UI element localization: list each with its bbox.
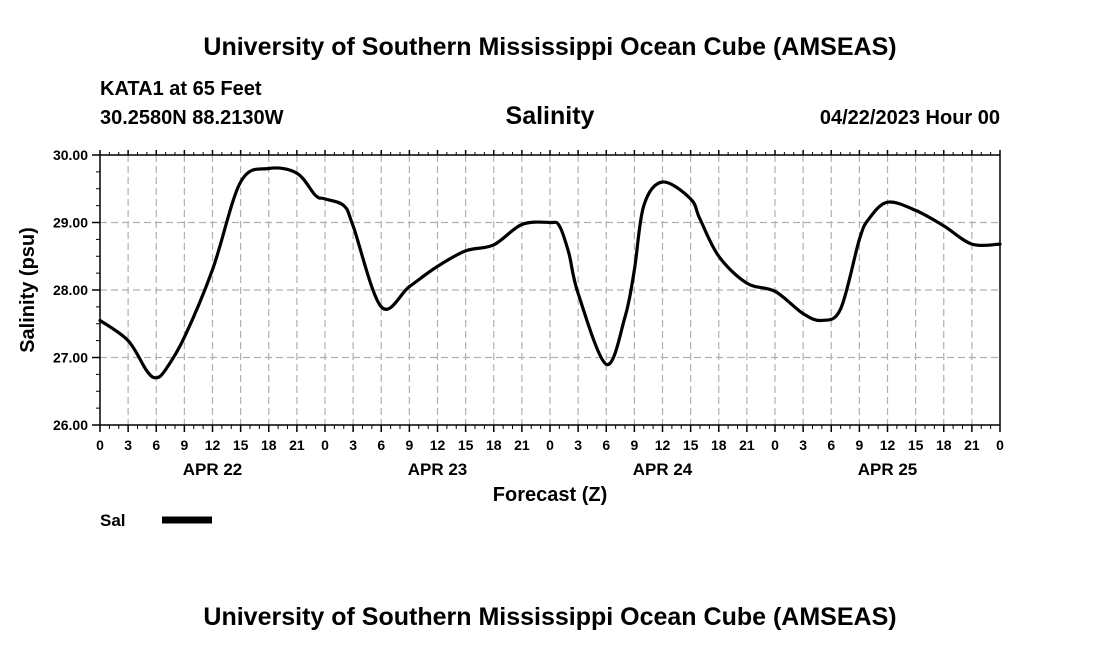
- x-tick-label: 15: [908, 437, 924, 453]
- x-tick-label: 18: [261, 437, 277, 453]
- x-tick-label: 3: [124, 437, 132, 453]
- chart-title: Salinity: [506, 102, 595, 130]
- day-label: APR 22: [183, 460, 243, 479]
- x-tick-label: 15: [458, 437, 474, 453]
- day-label: APR 24: [633, 460, 693, 479]
- x-tick-label: 9: [180, 437, 188, 453]
- x-tick-label: 12: [880, 437, 896, 453]
- x-tick-label: 18: [486, 437, 502, 453]
- forecast-datetime: 04/22/2023 Hour 00: [820, 107, 1000, 129]
- x-tick-label: 0: [996, 437, 1004, 453]
- day-labels: APR 22 APR 23 APR 24 APR 25: [183, 460, 918, 479]
- header-title: University of Southern Mississippi Ocean…: [203, 33, 896, 61]
- x-tick-label: 12: [430, 437, 446, 453]
- x-tick-label: 12: [205, 437, 221, 453]
- x-tick-label: 6: [377, 437, 385, 453]
- x-tick-label: 9: [405, 437, 413, 453]
- day-label: APR 25: [858, 460, 918, 479]
- x-tick-label: 0: [771, 437, 779, 453]
- y-tick-label: 29.00: [53, 215, 88, 231]
- x-tick-label: 21: [289, 437, 305, 453]
- x-tick-labels: 0 3 6 9 12 15 18 21 0 3 6 9 12 15 18 21 0 3 6 9 12 15 18 21 0 3 6 9…: [96, 437, 1004, 453]
- x-tick-label: 0: [546, 437, 554, 453]
- axis-ticks: [92, 150, 1001, 432]
- x-tick-label: 21: [739, 437, 755, 453]
- x-tick-label: 18: [711, 437, 727, 453]
- y-tick-label: 30.00: [53, 147, 88, 163]
- x-tick-label: 6: [602, 437, 610, 453]
- x-tick-label: 6: [152, 437, 160, 453]
- footer-title: University of Southern Mississippi Ocean…: [203, 603, 896, 631]
- legend-label: Sal: [100, 511, 126, 530]
- x-tick-label: 9: [630, 437, 638, 453]
- x-axis-label: Forecast (Z): [493, 484, 607, 506]
- grid-lines: [100, 155, 1000, 425]
- y-tick-label: 27.00: [53, 350, 88, 366]
- y-tick-label: 26.00: [53, 417, 88, 433]
- x-tick-label: 3: [799, 437, 807, 453]
- x-tick-label: 3: [574, 437, 582, 453]
- x-tick-label: 21: [514, 437, 530, 453]
- y-tick-labels: 26.00 27.00 28.00 29.00 30.00: [53, 147, 88, 433]
- y-tick-label: 28.00: [53, 282, 88, 298]
- salinity-series-line: [98, 166, 1002, 380]
- x-tick-label: 15: [683, 437, 699, 453]
- x-tick-label: 12: [655, 437, 671, 453]
- x-tick-label: 6: [827, 437, 835, 453]
- day-label: APR 23: [408, 460, 468, 479]
- station-coords: 30.2580N 88.2130W: [100, 107, 284, 129]
- x-tick-label: 15: [233, 437, 249, 453]
- x-tick-label: 0: [96, 437, 104, 453]
- y-axis-label: Salinity (psu): [17, 227, 39, 353]
- station-label: KATA1 at 65 Feet: [100, 78, 262, 100]
- x-tick-label: 18: [936, 437, 952, 453]
- x-tick-label: 21: [964, 437, 980, 453]
- x-tick-label: 0: [321, 437, 329, 453]
- x-tick-label: 9: [855, 437, 863, 453]
- x-tick-label: 3: [349, 437, 357, 453]
